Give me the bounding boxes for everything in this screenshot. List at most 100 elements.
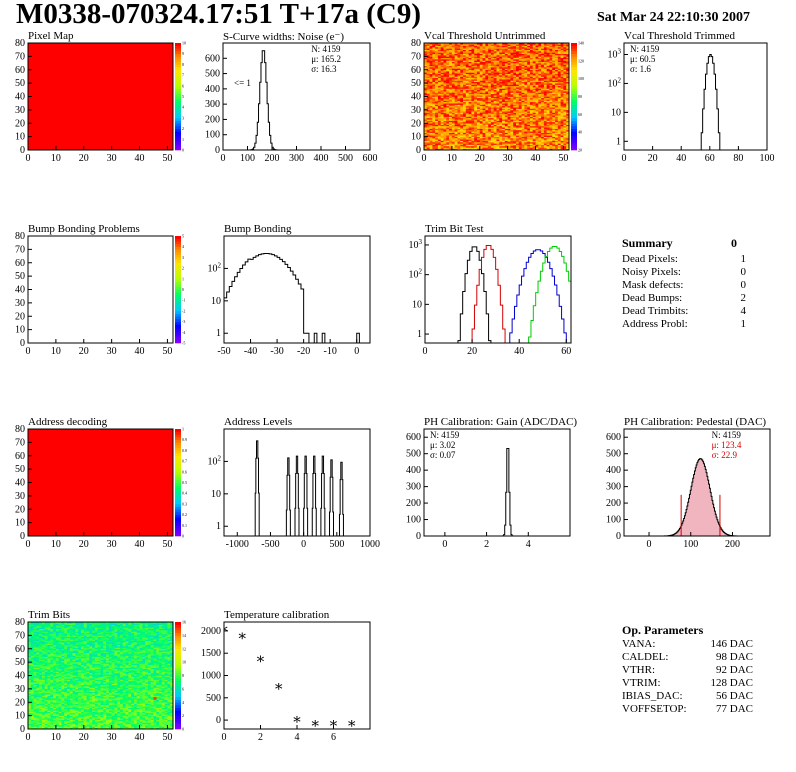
bump-map-palette-tick: 2: [182, 266, 184, 271]
op_params-label-0: VANA:: [622, 638, 656, 650]
scurve-ytick-label: 600: [205, 53, 220, 64]
op_params-label-3: VTRIM:: [622, 677, 661, 689]
trim-bits-cells: [28, 622, 173, 729]
scurve-ytick-label: 200: [205, 114, 220, 125]
temperature-ytick-label: 1500: [201, 648, 221, 659]
vcal-trimmed-xtick-label: 40: [676, 153, 686, 164]
pixel-map-ytick-label: 80: [15, 38, 25, 49]
trim-bits-ytick-label: 50: [15, 657, 25, 668]
bump-bonding-outlier-bin: [313, 332, 318, 343]
pixel-map-palette-tick: 5: [182, 94, 184, 99]
pixel-map-palette-tick: 2: [182, 126, 184, 131]
scurve-xtick-label: 100: [240, 153, 255, 164]
ph-gain-ytick-label: 0: [416, 531, 421, 542]
address-levels-xtick-label: -500: [261, 539, 279, 550]
trim-bits-xtick-label: 0: [26, 732, 31, 743]
trim-bit-test-series-0: [425, 246, 571, 343]
address-map-palette-tick: 0.7: [182, 459, 187, 464]
trim-bits-ytick-label: 70: [15, 630, 25, 641]
ph-gain-title: PH Calibration: Gain (ADC/DAC): [424, 416, 578, 428]
temperature-ytick-label: 0: [216, 715, 221, 726]
address-levels-xtick-label: 1000: [360, 539, 380, 550]
trim-bits-palette-tick: 8: [182, 673, 184, 678]
trim-bits-ytick-label: 10: [15, 711, 25, 722]
vcal-untrimmed-xtick-label: 0: [422, 153, 427, 164]
address-map-ytick-label: 70: [15, 437, 25, 448]
bump-map-frame: [27, 235, 174, 344]
summary-title: Summary: [622, 236, 673, 250]
address-map-ytick-label: 10: [15, 518, 25, 529]
address-map-palette-tick: 0.1: [182, 523, 187, 528]
bump-map-palette-tick: -5: [182, 341, 185, 346]
scurve-plot-area: [245, 50, 282, 150]
trim-bit-test-xtick-label: 40: [514, 346, 524, 357]
pixel-map-palette-tick: 0: [182, 148, 184, 153]
ph-gain-xtick-label: 0: [442, 539, 447, 550]
bump-map-xtick-label: 20: [79, 346, 89, 357]
address-map-ytick-label: 50: [15, 464, 25, 475]
ph-pedestal-xtick-label: 200: [725, 539, 740, 550]
vcal-trimmed-ytick-label: 1: [616, 136, 621, 147]
ph-pedestal-stat-2: σ: 22.9: [712, 450, 738, 460]
bump-bonding-xtick-label: 0: [354, 346, 359, 357]
vcal-untrimmed-palette-tick: 40: [578, 130, 582, 135]
summary-value-4: 4: [740, 305, 747, 317]
address-map-ytick-label: 0: [20, 531, 25, 542]
scurve-stat-1: μ: 165.2: [311, 54, 341, 64]
vcal-untrimmed-xtick-label: 50: [558, 153, 568, 164]
bump-map-palette-tick: 1: [182, 276, 184, 281]
bump-map-xtick-label: 30: [107, 346, 117, 357]
scurve-stat-0: N: 4159: [311, 44, 341, 54]
scurve-xtick-label: 200: [265, 153, 280, 164]
pixel-map-ytick-label: 0: [20, 145, 25, 156]
temperature-point: ∗: [310, 716, 320, 732]
vcal-untrimmed-palette-tick: 80: [578, 94, 582, 99]
address-map-title: Address decoding: [28, 416, 108, 428]
pixel-map-palette-tick: 10: [182, 41, 186, 46]
address-map-palette-tick: 0: [182, 534, 184, 539]
trim-bits-palette: 0 2 4 6 8 10 12 14 16: [175, 620, 186, 732]
vcal-trimmed-xtick-label: 80: [733, 153, 743, 164]
vcal-untrimmed-ytick-label: 20: [411, 118, 421, 129]
bump-map-palette-tick: -2: [182, 308, 185, 313]
pixel-map-ytick-label: 50: [15, 78, 25, 89]
ph-gain-plot-area: [501, 447, 516, 536]
ph-gain-stat-0: N: 4159: [430, 430, 460, 440]
pixel-map-ytick-label: 70: [15, 51, 25, 62]
scurve-title: S-Curve widths: Noise (e⁻): [223, 31, 344, 43]
vcal-untrimmed-palette: 20 40 60 80 100 120 140: [571, 41, 584, 153]
ph-gain-frame: [423, 428, 571, 537]
ph-gain-ytick-label: 400: [406, 465, 421, 476]
bump-bonding-xtick-label: -10: [324, 346, 337, 357]
address-map-cells: [28, 429, 173, 536]
address-map-palette: 0 0.1 0.2 0.3 0.4 0.5 0.6 0.7 0.8 0.9 1: [175, 427, 187, 539]
trim-bits-ytick-label: 80: [15, 617, 25, 628]
summary-label-2: Mask defects:: [622, 279, 684, 291]
bump-map-ytick-label: 0: [20, 338, 25, 349]
bump-bonding-ytick-label: 102: [208, 261, 222, 274]
address-levels-peak-5: [320, 455, 327, 536]
trim-bit-test-series-2: [425, 249, 571, 343]
address-map-ytick-label: 60: [15, 451, 25, 462]
bump-map-xtick-label: 50: [162, 346, 172, 357]
bump-map-palette: -5 -4 -3 -2 -1 0 1 2 3 4 5: [175, 234, 185, 346]
vcal-trimmed-xtick-label: 100: [760, 153, 775, 164]
address-levels-xtick-label: 500: [329, 539, 344, 550]
summary-value-0: 1: [740, 253, 747, 265]
address-map-palette-tick: 0.8: [182, 448, 187, 453]
pixel-map-ytick-label: 10: [15, 132, 25, 143]
ph-pedestal-stat-1: μ: 123.4: [712, 440, 742, 450]
temperature-plot-area: ∗ ∗ ∗ ∗ ∗ ∗ ∗ ∗: [224, 622, 357, 732]
scurve-panel: 0 100 200 300 400 500 600 0 100 200 300 400 500 600 N:…: [205, 42, 378, 164]
vcal-untrimmed-ytick-label: 70: [411, 51, 421, 62]
op-params-title: Op. Parameters: [622, 623, 704, 637]
trim-bit-test-xtick-label: 0: [423, 346, 428, 357]
temperature-point: ∗: [274, 679, 284, 695]
scurve-ytick-label: 100: [205, 130, 220, 141]
address-levels-ytick-label: 102: [208, 454, 222, 467]
address-levels-peak-0: [254, 440, 261, 536]
bump-map-xtick-label: 40: [135, 346, 145, 357]
scurve-histogram: [245, 50, 282, 150]
